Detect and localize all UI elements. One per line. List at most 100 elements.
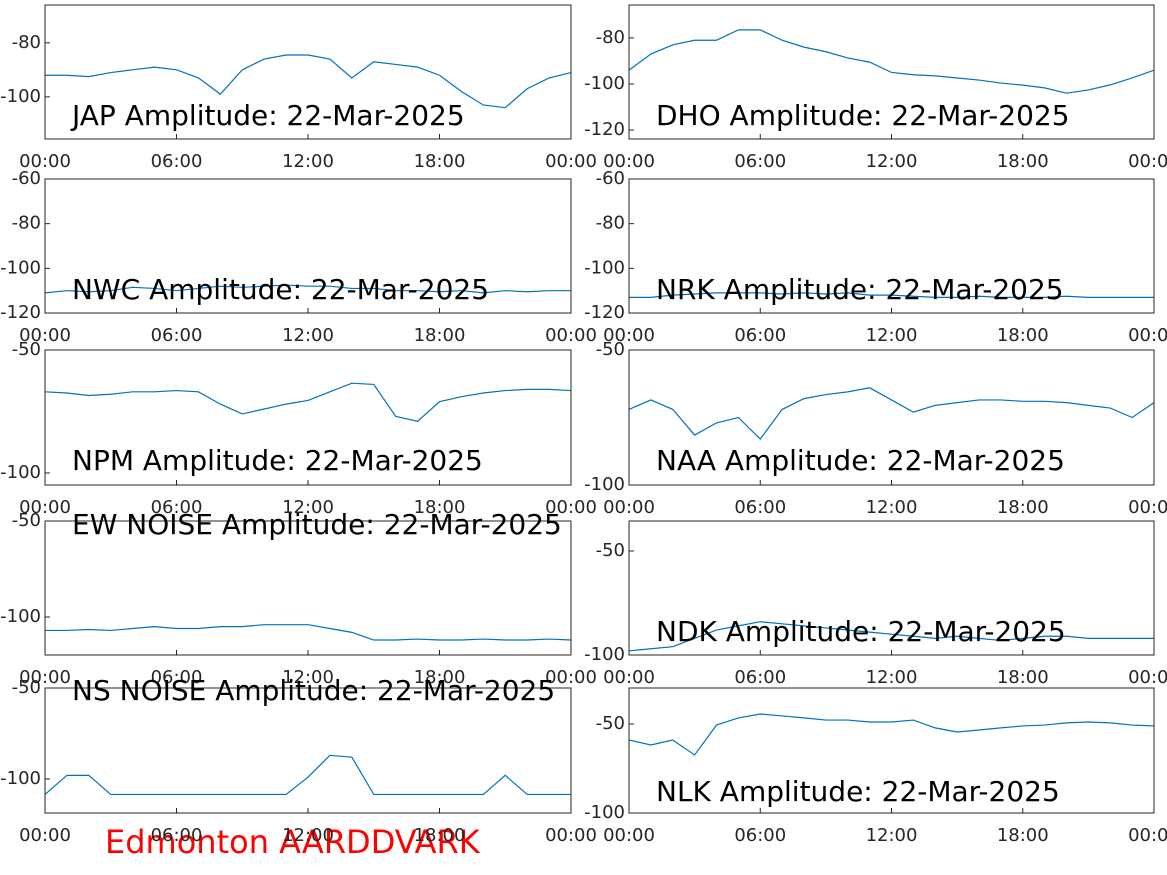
x-tick-label: 00:00 [545,667,597,688]
plot-area [629,521,1154,655]
series-line [45,54,571,109]
series-line [629,713,1154,756]
y-tick-label: -80 [596,213,625,234]
series-line [629,387,1154,441]
y-tick-label: -100 [0,606,41,627]
y-tick-label: -100 [0,462,41,483]
x-tick-label: 18:00 [414,151,466,172]
x-tick-label: 06:00 [734,151,786,172]
y-tick-label: -100 [584,802,625,823]
x-tick-label: 12:00 [866,325,918,346]
plot-area [45,350,571,485]
x-tick-label: 18:00 [997,325,1049,346]
panel-title: NPM Amplitude: 22-Mar-2025 [72,444,483,477]
x-tick-label: 18:00 [414,667,466,688]
x-tick-label: 18:00 [997,497,1049,518]
y-tick-label: -120 [584,302,625,323]
x-tick-label: 18:00 [997,151,1049,172]
series-line [45,754,571,796]
x-tick-label: 06:00 [151,667,203,688]
x-tick-label: 06:00 [734,667,786,688]
x-tick-label: 00:00 [19,151,71,172]
x-tick-label: 12:00 [866,151,918,172]
x-tick-label: 00:00 [603,325,655,346]
plot-area [45,179,571,313]
x-tick-label: 00:00 [1128,497,1167,518]
y-tick-label: -50 [12,339,41,360]
plot-area [45,688,571,813]
x-tick-label: 06:00 [151,325,203,346]
plot-area [629,179,1154,313]
x-tick-label: 00:00 [603,497,655,518]
panel: -100 -50 00:00 06:00 12:00 18:00 00:00 EW NOISE… [0,508,597,688]
y-tick-label: -100 [0,86,41,107]
plot-area [629,350,1154,485]
y-tick-label: -100 [0,768,41,789]
x-tick-label: 12:00 [282,825,334,846]
x-tick-label: 06:00 [734,497,786,518]
panel: -120-100-80-6000:0006:0012:0018:0000:00N… [584,168,1167,346]
x-tick-label: 06:00 [151,825,203,846]
series-line [629,29,1154,94]
x-tick-label: 00:00 [19,825,71,846]
series-line [45,382,571,422]
x-tick-label: 00:00 [1128,325,1167,346]
x-tick-label: 18:00 [997,667,1049,688]
x-tick-label: 00:00 [19,667,71,688]
y-tick-label: -80 [12,32,41,53]
plot-area [629,688,1154,813]
x-tick-label: 12:00 [866,825,918,846]
x-tick-label: 00:00 [545,151,597,172]
y-tick-label: -50 [596,540,625,561]
x-tick-label: 18:00 [414,497,466,518]
x-tick-label: 06:00 [151,151,203,172]
panel-title: NWC Amplitude: 22-Mar-2025 [72,273,489,306]
y-tick-label: -100 [584,644,625,665]
y-tick-label: -50 [596,713,625,734]
x-tick-label: 12:00 [282,325,334,346]
x-tick-label: 00:00 [545,825,597,846]
y-tick-label: -100 [584,73,625,94]
x-tick-label: 00:00 [19,325,71,346]
series-line [629,292,1154,298]
panel-title: NAA Amplitude: 22-Mar-2025 [656,444,1065,477]
y-tick-label: -100 [584,474,625,495]
panel-title: NDK Amplitude: 22-Mar-2025 [656,615,1066,648]
panel: -100 -80 00:00 06:00 12:00 18:00 00:00 JAP Ampl… [0,4,597,172]
series-line [45,624,571,641]
x-tick-label: 12:00 [282,151,334,172]
x-tick-label: 18:00 [414,325,466,346]
y-tick-label: -50 [12,510,41,531]
x-tick-label: 00:00 [1128,825,1167,846]
y-tick-label: -60 [12,168,41,189]
x-tick-label: 12:00 [866,667,918,688]
y-tick-label: -50 [596,339,625,360]
x-tick-label: 18:00 [414,825,466,846]
x-tick-label: 00:00 [603,151,655,172]
x-tick-label: 06:00 [151,497,203,518]
panel-title: DHO Amplitude: 22-Mar-2025 [656,99,1070,132]
footer-title: Edmonton AARDDVARK [105,823,481,861]
x-tick-label: 00:00 [603,825,655,846]
x-tick-label: 06:00 [734,325,786,346]
y-tick-label: -50 [12,677,41,698]
series-line [629,621,1154,652]
x-tick-label: 12:00 [866,497,918,518]
x-tick-label: 00:00 [545,325,597,346]
x-tick-label: 06:00 [734,825,786,846]
y-tick-label: -100 [584,257,625,278]
y-tick-label: -120 [0,302,41,323]
y-tick-label: -120 [584,119,625,140]
panel-title: EW NOISE Amplitude: 22-Mar-2025 [72,508,562,541]
x-tick-label: 18:00 [997,825,1049,846]
y-tick-label: -100 [0,257,41,278]
x-tick-label: 00:00 [545,497,597,518]
panel-title: NLK Amplitude: 22-Mar-2025 [656,775,1060,808]
x-tick-label: 00:00 [1128,667,1167,688]
panel-title: NRK Amplitude: 22-Mar-2025 [656,273,1064,306]
